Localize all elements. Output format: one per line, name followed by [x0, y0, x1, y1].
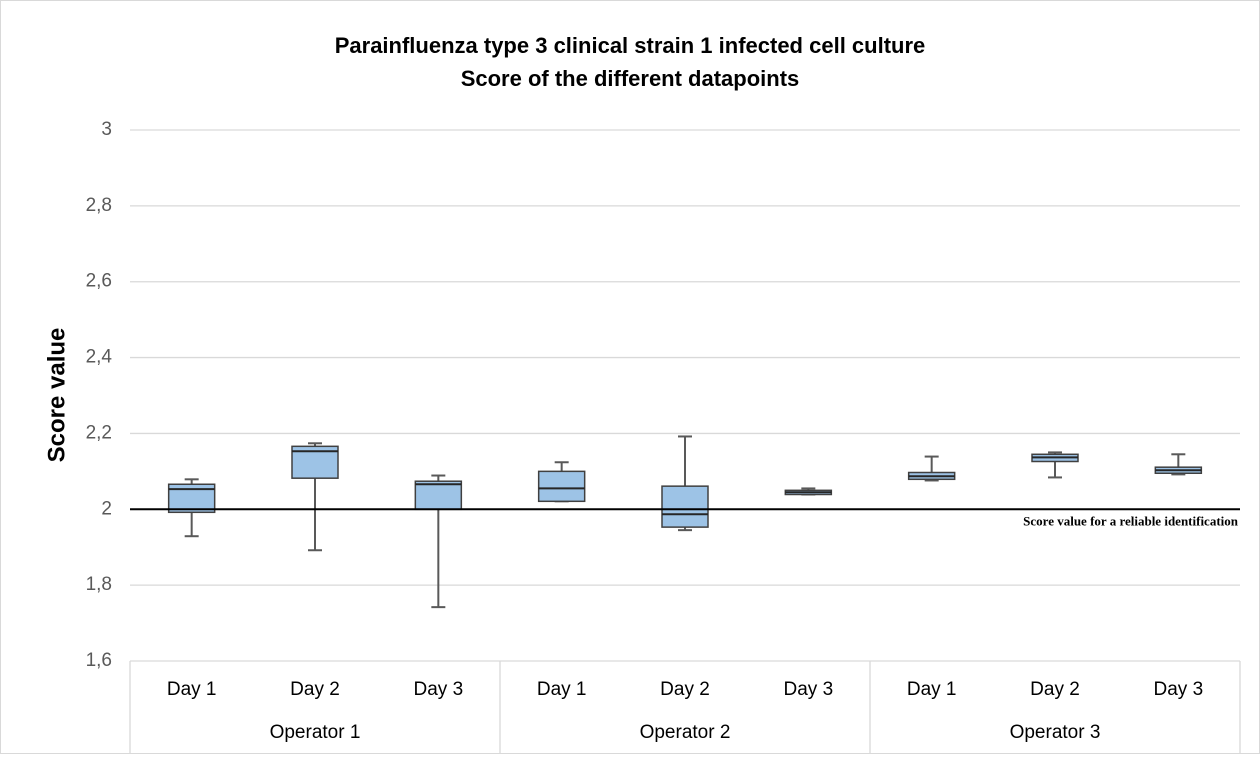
reference-label: Score value for a reliable identificatio…: [1023, 513, 1239, 528]
x-tick-label: Day 2: [660, 679, 710, 700]
group-label: Operator 2: [640, 722, 731, 743]
x-tick-label: Day 1: [537, 679, 587, 700]
y-axis-label: Score value: [43, 328, 70, 463]
box: [661, 485, 709, 528]
y-tick-label: 2,8: [86, 195, 112, 216]
x-tick-label: Day 1: [907, 679, 957, 700]
y-tick-label: 2,4: [86, 347, 113, 368]
x-tick-label: Day 1: [167, 679, 217, 700]
y-tick-label: 2,6: [86, 271, 112, 292]
x-tick-label: Day 2: [1030, 679, 1080, 700]
x-tick-label: Day 2: [290, 679, 340, 700]
y-tick-label: 1,8: [86, 574, 112, 595]
x-tick-label: Day 3: [1154, 679, 1204, 700]
box: [537, 470, 586, 503]
chart-title: Score of the different datapoints: [461, 66, 800, 91]
chart-title: Parainfluenza type 3 clinical strain 1 i…: [335, 33, 926, 58]
x-tick-label: Day 3: [414, 679, 464, 700]
box: [414, 480, 463, 511]
group-label: Operator 1: [270, 722, 361, 743]
y-tick-label: 1,6: [86, 650, 112, 671]
y-tick-label: 2,2: [86, 422, 112, 443]
x-tick-label: Day 3: [784, 679, 834, 700]
y-tick-label: 3: [101, 119, 112, 140]
y-tick-label: 2: [101, 498, 112, 519]
group-label: Operator 3: [1010, 722, 1101, 743]
